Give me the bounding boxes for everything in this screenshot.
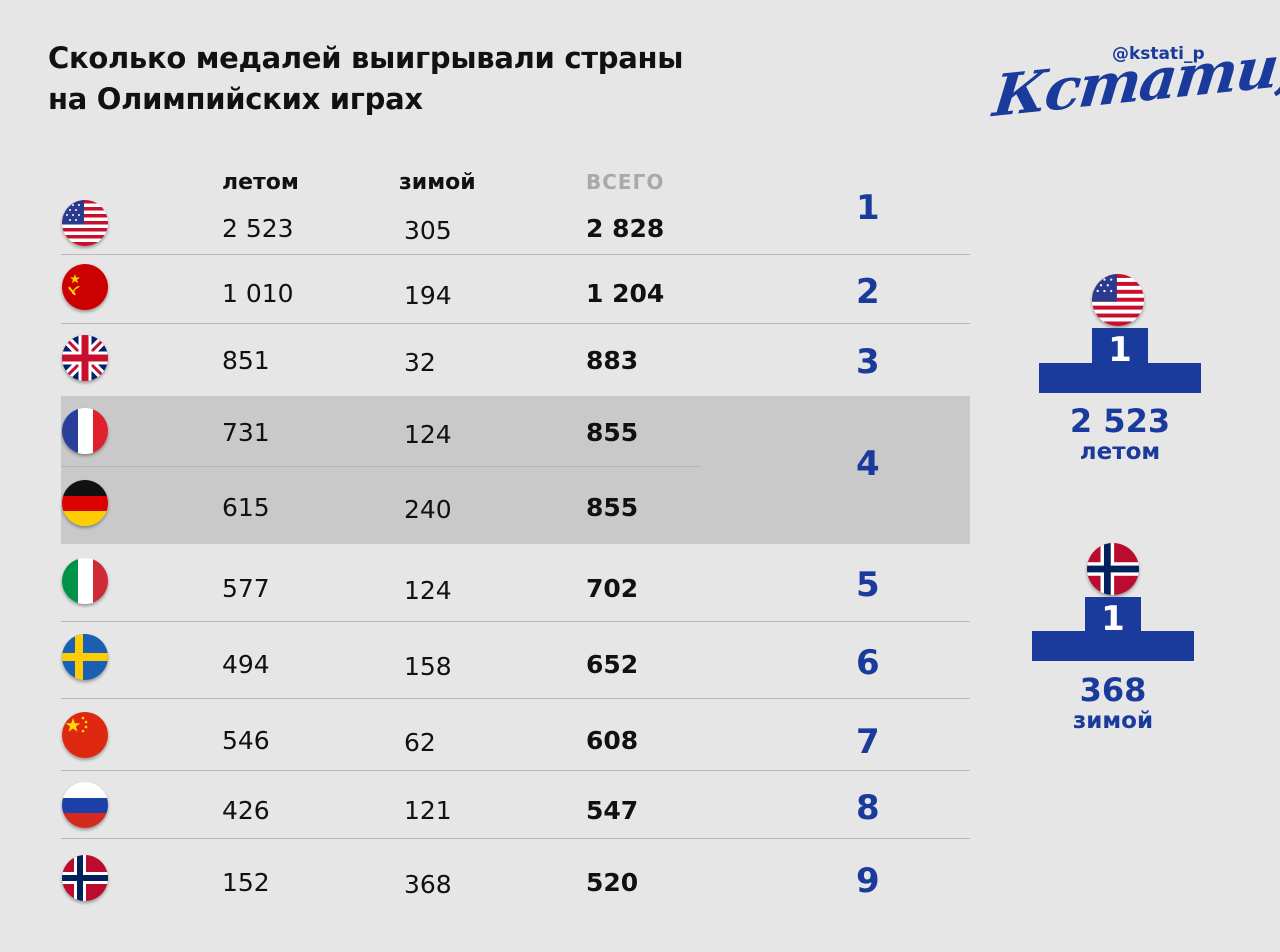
cell-total: 608 bbox=[586, 726, 639, 755]
norway-flag-icon bbox=[62, 855, 108, 901]
cell-summer: 851 bbox=[222, 346, 270, 375]
cell-total: 855 bbox=[586, 418, 639, 447]
column-header-total: всего bbox=[586, 170, 665, 194]
italy-flag-icon bbox=[62, 558, 108, 604]
france-flag-icon bbox=[62, 408, 108, 454]
cell-summer: 494 bbox=[222, 650, 270, 679]
row-divider bbox=[61, 698, 970, 699]
title-line-2: на Олимпийских играх bbox=[48, 82, 423, 116]
podium-label: зимой bbox=[1072, 708, 1154, 734]
page-title: Сколько медалей выигрывали страны на Оли… bbox=[48, 38, 683, 120]
cell-total: 855 bbox=[586, 493, 639, 522]
rank-label: 8 bbox=[856, 788, 880, 828]
cell-total: 1 204 bbox=[586, 279, 665, 308]
cell-total: 702 bbox=[586, 574, 639, 603]
cell-summer: 2 523 bbox=[222, 214, 294, 243]
column-header-winter: зимой bbox=[399, 170, 476, 195]
rank-label: 4 bbox=[856, 444, 880, 484]
cell-winter: 305 bbox=[404, 216, 452, 245]
cell-winter: 124 bbox=[404, 420, 452, 449]
podium-winter: 1 368 зимой bbox=[1032, 543, 1194, 743]
cell-winter: 32 bbox=[404, 348, 436, 377]
cell-winter: 240 bbox=[404, 495, 452, 524]
podium-summer: 1 2 523 летом bbox=[1039, 274, 1201, 474]
cell-winter: 62 bbox=[404, 728, 436, 757]
tie-highlight-band bbox=[61, 396, 970, 544]
cell-total: 883 bbox=[586, 346, 639, 375]
cell-total: 547 bbox=[586, 796, 639, 825]
cell-total: 2 828 bbox=[586, 214, 665, 243]
cell-total: 652 bbox=[586, 650, 639, 679]
podium-place: 1 bbox=[1085, 597, 1141, 639]
cell-summer: 731 bbox=[222, 418, 270, 447]
row-divider bbox=[61, 323, 970, 324]
row-divider bbox=[61, 838, 970, 839]
rank-label: 2 bbox=[856, 272, 880, 312]
podium-label: летом bbox=[1079, 439, 1161, 465]
rank-label: 3 bbox=[856, 342, 880, 382]
cell-summer: 546 bbox=[222, 726, 270, 755]
ussr-flag-icon bbox=[62, 264, 108, 310]
norway-flag-icon bbox=[1087, 543, 1139, 595]
rank-label: 5 bbox=[856, 565, 880, 605]
cell-winter: 121 bbox=[404, 796, 452, 825]
podium-value: 368 bbox=[1079, 671, 1147, 709]
uk-flag-icon bbox=[62, 335, 108, 381]
brand-handle: @kstati_p bbox=[1112, 44, 1205, 64]
germany-flag-icon bbox=[62, 480, 108, 526]
cell-summer: 152 bbox=[222, 868, 270, 897]
russia-flag-icon bbox=[62, 782, 108, 828]
cell-winter: 368 bbox=[404, 870, 452, 899]
podium-base bbox=[1039, 363, 1201, 393]
cell-winter: 124 bbox=[404, 576, 452, 605]
cell-summer: 1 010 bbox=[222, 279, 294, 308]
cell-winter: 158 bbox=[404, 652, 452, 681]
cell-summer: 615 bbox=[222, 493, 270, 522]
column-header-summer: летом bbox=[222, 170, 299, 195]
tie-row-divider bbox=[61, 466, 701, 467]
row-divider bbox=[61, 770, 970, 771]
podium-base bbox=[1032, 631, 1194, 661]
sweden-flag-icon bbox=[62, 634, 108, 680]
cell-summer: 426 bbox=[222, 796, 270, 825]
row-divider bbox=[61, 621, 970, 622]
usa-flag-icon bbox=[62, 200, 108, 246]
row-divider bbox=[61, 254, 970, 255]
cell-summer: 577 bbox=[222, 574, 270, 603]
cell-total: 520 bbox=[586, 868, 639, 897]
podium-place: 1 bbox=[1092, 328, 1148, 370]
title-line-1: Сколько медалей выигрывали страны bbox=[48, 41, 684, 75]
rank-label: 1 bbox=[856, 188, 880, 228]
rank-label: 6 bbox=[856, 643, 880, 683]
podium-value: 2 523 bbox=[1069, 402, 1171, 440]
rank-label: 7 bbox=[856, 722, 880, 762]
cell-winter: 194 bbox=[404, 281, 452, 310]
rank-label: 9 bbox=[856, 861, 880, 901]
china-flag-icon bbox=[62, 712, 108, 758]
usa-flag-icon bbox=[1092, 274, 1144, 326]
